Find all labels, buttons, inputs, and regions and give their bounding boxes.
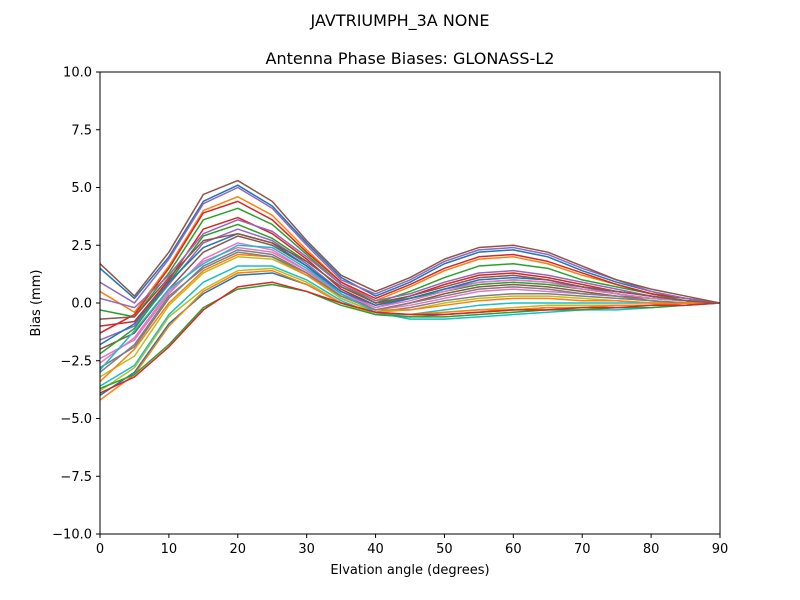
series-line-26 <box>100 232 720 320</box>
series-line-1 <box>100 184 720 304</box>
y-tick-label: 0.0 <box>71 297 92 312</box>
chart-title: Antenna Phase Biases: GLONASS-L2 <box>266 49 555 68</box>
y-tick-label: −10.0 <box>52 528 92 543</box>
x-tick-label: 20 <box>230 542 247 557</box>
y-tick-label: −5.0 <box>60 412 92 427</box>
y-tick-label: 7.5 <box>71 123 92 138</box>
series-line-25 <box>100 219 720 309</box>
series-line-12 <box>100 253 720 383</box>
y-axis-label: Bias (mm) <box>29 270 44 337</box>
y-tick-label: −7.5 <box>60 470 92 485</box>
series-line-8 <box>100 249 720 369</box>
x-tick-label: 80 <box>643 542 660 557</box>
y-tick-label: −2.5 <box>60 354 92 369</box>
series-line-18 <box>100 251 720 373</box>
series-line-20 <box>100 244 720 371</box>
x-tick-label: 50 <box>436 542 453 557</box>
x-axis-label: Elvation angle (degrees) <box>330 563 489 578</box>
series-layer <box>100 179 720 401</box>
series-line-3 <box>100 207 720 318</box>
figure-suptitle: JAVTRIUMPH_3A NONE <box>310 11 490 31</box>
x-tick-label: 10 <box>161 542 178 557</box>
x-axis: 0 10 20 30 40 50 60 70 80 90 <box>96 534 728 557</box>
y-tick-label: 5.0 <box>71 181 92 196</box>
x-tick-label: 60 <box>505 542 522 557</box>
y-tick-label: 10.0 <box>63 66 92 81</box>
x-tick-label: 0 <box>96 542 104 557</box>
x-tick-label: 40 <box>367 542 384 557</box>
series-line-17 <box>100 246 720 364</box>
x-tick-label: 90 <box>712 542 729 557</box>
y-tick-label: 2.5 <box>71 239 92 254</box>
series-line-14 <box>100 200 720 334</box>
x-tick-label: 30 <box>298 542 315 557</box>
x-tick-label: 70 <box>574 542 591 557</box>
y-axis: −10.0 −7.5 −5.0 −2.5 0.0 2.5 5.0 7.5 10.0 <box>52 66 100 543</box>
series-line-24 <box>100 281 720 394</box>
series-line-16 <box>100 179 720 304</box>
